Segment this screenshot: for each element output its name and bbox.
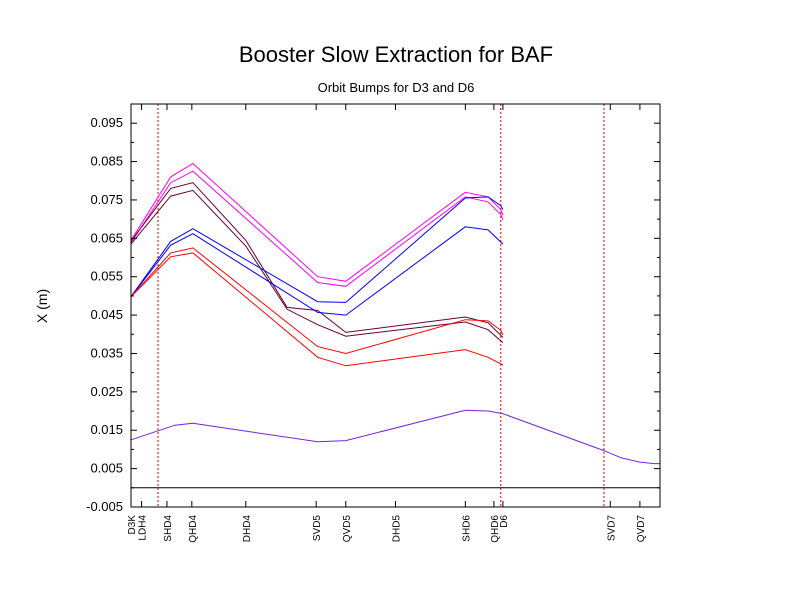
series-line xyxy=(130,196,504,303)
y-tick-label: 0.095 xyxy=(90,115,123,130)
series-line xyxy=(130,162,504,282)
y-tick-label: -0.005 xyxy=(86,499,123,514)
x-element-label: LDH4 xyxy=(138,515,149,541)
series-lines xyxy=(130,162,660,465)
series-line xyxy=(130,170,504,287)
y-tick-label: 0.005 xyxy=(90,461,123,476)
x-element-label: D6 xyxy=(499,515,510,528)
x-element-label: QVD7 xyxy=(636,515,647,543)
chart-title: Booster Slow Extraction for BAF xyxy=(238,42,554,67)
series-line xyxy=(130,226,504,316)
x-element-label: SHD4 xyxy=(163,515,174,542)
y-tick-label: 0.015 xyxy=(90,422,123,437)
series-line xyxy=(130,247,504,355)
series-line xyxy=(130,252,504,367)
chart-subtitle: Orbit Bumps for D3 and D6 xyxy=(317,80,475,95)
y-tick-label: 0.025 xyxy=(90,384,123,399)
element-marker-lines xyxy=(157,104,605,507)
y-axis-ticks: -0.005 0.005 0.015 0.025 0.035 0.045 0.055 0.06… xyxy=(86,103,660,514)
y-tick-label: 0.035 xyxy=(90,345,123,360)
y-tick-label: 0.045 xyxy=(90,307,123,322)
y-tick-label: 0.075 xyxy=(90,192,123,207)
y-tick-label: 0.085 xyxy=(90,154,123,169)
plot-frame xyxy=(130,103,661,508)
x-axis-element-labels: D3K LDH4 SHD4 QHD4 DHD4 SVD5 QVD5 DHD5 SHD6 QHD6D… xyxy=(127,104,647,543)
x-element-label: SHD6 xyxy=(461,515,472,542)
x-element-label: DHD4 xyxy=(242,515,253,543)
x-element-label: SVD7 xyxy=(606,515,617,542)
x-element-label: QHD6 xyxy=(490,515,501,543)
x-element-label: QVD5 xyxy=(342,515,353,543)
series-line xyxy=(130,189,504,344)
series-line xyxy=(130,409,660,465)
x-element-label: D3K xyxy=(127,515,138,535)
x-element-label: QHD4 xyxy=(188,515,199,543)
y-tick-label: 0.065 xyxy=(90,230,123,245)
x-element-label: SVD5 xyxy=(312,515,323,542)
y-tick-label: 0.055 xyxy=(90,269,123,284)
x-element-label: DHD5 xyxy=(392,515,403,543)
